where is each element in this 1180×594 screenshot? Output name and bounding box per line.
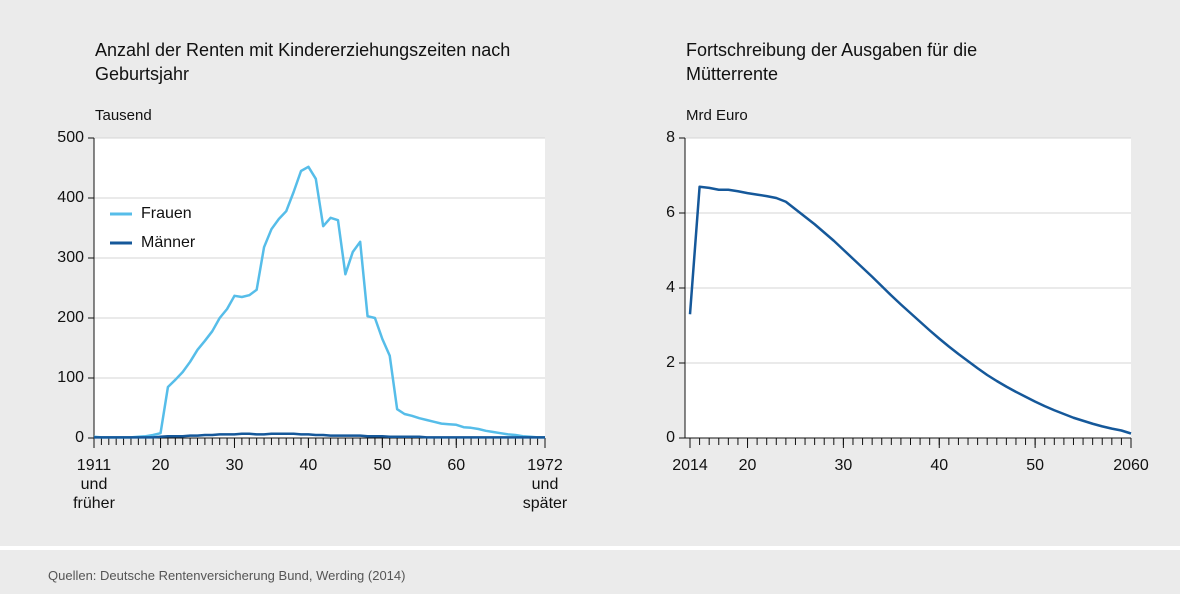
x-tick-label: 2060	[1113, 457, 1149, 474]
y-tick-label: 0	[75, 429, 84, 446]
separator	[0, 546, 1180, 550]
x-tick-label: 30	[225, 457, 244, 474]
y-axis-unit: Tausend	[95, 107, 152, 124]
x-tick-label: 50	[373, 457, 392, 474]
y-tick-label: 8	[666, 129, 675, 146]
y-tick-label: 500	[57, 129, 84, 146]
plot-area	[94, 138, 545, 438]
legend-label: Frauen	[141, 205, 192, 222]
y-tick-label: 300	[57, 249, 84, 266]
y-tick-label: 2	[666, 354, 675, 371]
x-tick-label: 2014	[672, 457, 708, 474]
line-series	[93, 165, 545, 439]
x-tick-label: 1972 und später	[522, 457, 568, 512]
y-tick-label: 0	[666, 429, 675, 446]
x-tick-label: 30	[834, 457, 853, 474]
x-tick-label: 60	[447, 457, 466, 474]
y-tick-label: 200	[57, 309, 84, 326]
x-tick-label: 20	[151, 457, 170, 474]
x-tick-label: 1911 und früher	[73, 457, 115, 512]
chart-title: Fortschreibung der Ausgaben für die Mütt…	[686, 40, 978, 84]
line-series	[94, 432, 545, 439]
x-tick-label: 40	[299, 457, 318, 474]
y-tick-label: 400	[57, 189, 84, 206]
y-axis-unit: Mrd Euro	[686, 107, 748, 124]
y-tick-label: 4	[666, 279, 675, 296]
y-tick-label: 6	[666, 204, 675, 221]
x-tick-label: 20	[738, 457, 757, 474]
source-note: Quellen: Deutsche Rentenversicherung Bun…	[48, 568, 406, 583]
x-tick-label: 40	[930, 457, 949, 474]
y-tick-label: 100	[57, 369, 84, 386]
x-tick-label: 50	[1026, 457, 1045, 474]
legend-label: Männer	[141, 234, 196, 251]
line-series	[688, 185, 1132, 435]
chart-title: Anzahl der Renten mit Kindererziehungsze…	[95, 40, 511, 84]
